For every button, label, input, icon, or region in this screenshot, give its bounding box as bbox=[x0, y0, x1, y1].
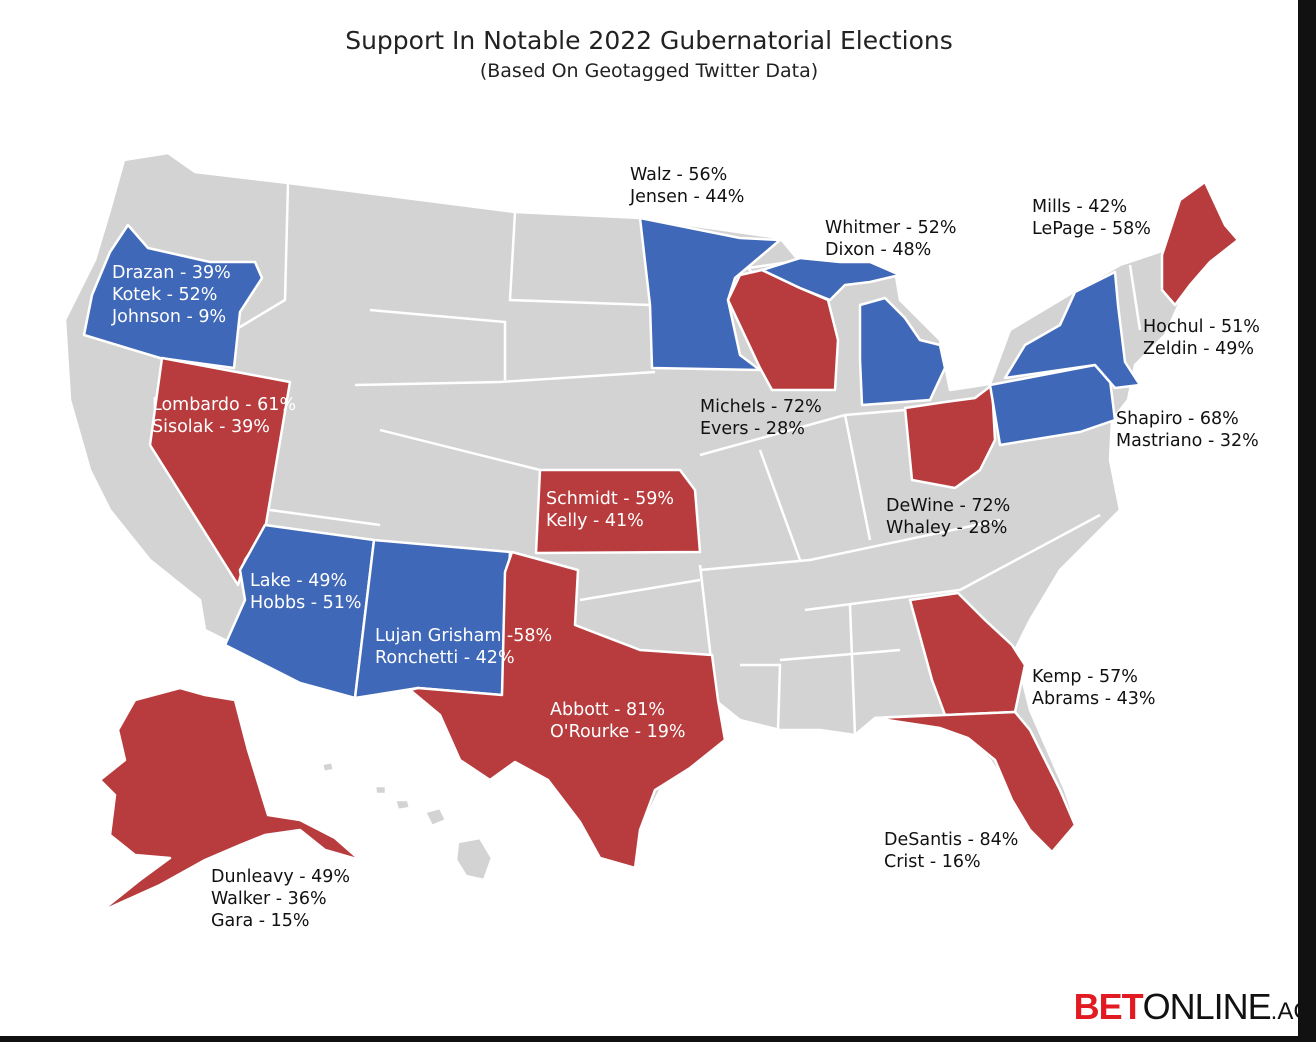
state-michigan-up bbox=[760, 256, 902, 302]
state-label-michigan: Whitmer - 52% Dixon - 48% bbox=[825, 218, 957, 260]
hawaii-island bbox=[393, 798, 412, 812]
hawaii-island bbox=[423, 806, 448, 828]
state-label-nevada: Lombardo - 61% Sisolak - 39% bbox=[152, 395, 297, 437]
state-new-york bbox=[1003, 270, 1142, 390]
state-label-georgia: Kemp - 57% Abrams - 43% bbox=[1032, 667, 1156, 709]
state-kansas bbox=[534, 468, 702, 555]
state-label-new-york: Hochul - 51% Zeldin - 49% bbox=[1143, 317, 1260, 359]
map-title: Support In Notable 2022 Gubernatorial El… bbox=[345, 26, 953, 55]
state-florida bbox=[873, 710, 1077, 854]
state-label-alaska: Dunleavy - 49% Walker - 36% Gara - 15% bbox=[211, 867, 351, 931]
state-label-pennsylvania: Shapiro - 68% Mastriano - 32% bbox=[1116, 409, 1259, 451]
window-edge bbox=[0, 1036, 1316, 1042]
map-subtitle: (Based On Geotagged Twitter Data) bbox=[479, 60, 819, 82]
state-maine bbox=[1160, 180, 1240, 307]
state-label-oregon: Drazan - 39% Kotek - 52% Johnson - 9% bbox=[112, 263, 231, 327]
state-oregon bbox=[82, 223, 264, 370]
state-label-wisconsin: Michels - 72% Evers - 28% bbox=[700, 397, 822, 439]
hawaii-island bbox=[320, 760, 336, 774]
state-label-kansas: Schmidt - 59% Kelly - 41% bbox=[546, 489, 675, 531]
betonline-logo: BETONLINE.AG bbox=[1073, 986, 1312, 1027]
state-label-florida: DeSantis - 84% Crist - 16% bbox=[884, 830, 1019, 872]
state-michigan bbox=[858, 296, 947, 407]
hawaii-island bbox=[454, 836, 494, 882]
hawaii-island bbox=[373, 784, 388, 796]
state-georgia bbox=[908, 591, 1027, 717]
state-label-texas: Abbott - 81% O'Rourke - 19% bbox=[550, 700, 686, 742]
state-wisconsin bbox=[726, 268, 840, 392]
state-label-arizona: Lake - 49% Hobbs - 51% bbox=[250, 571, 362, 613]
state-ohio bbox=[903, 383, 997, 490]
state-alaska bbox=[98, 686, 362, 914]
state-texas bbox=[408, 550, 727, 870]
state-new-mexico bbox=[353, 538, 512, 700]
state-label-maine: Mills - 42% LePage - 58% bbox=[1032, 197, 1151, 239]
window-edge bbox=[1298, 0, 1316, 1042]
state-label-ohio: DeWine - 72% Whaley - 28% bbox=[886, 496, 1011, 538]
state-label-new-mexico: Lujan Grisham -58% Ronchetti - 42% bbox=[375, 626, 553, 668]
state-label-minnesota: Walz - 56% Jensen - 44% bbox=[630, 165, 745, 207]
state-borders bbox=[234, 182, 1142, 736]
